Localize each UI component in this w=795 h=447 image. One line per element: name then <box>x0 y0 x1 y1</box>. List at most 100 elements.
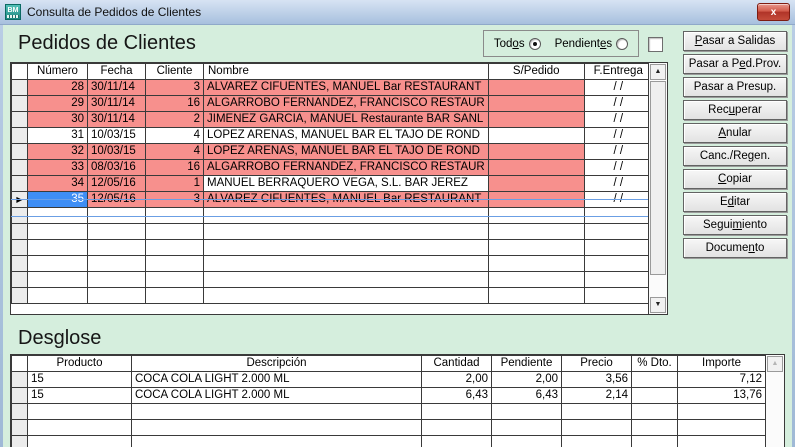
cell-importe[interactable]: 13,76 <box>677 387 766 404</box>
order-row[interactable]: 32 10/03/15 4 LOPEZ ARENAS, MANUEL BAR EL T… <box>11 143 653 160</box>
scroll-up-icon[interactable]: ▲ <box>767 356 783 372</box>
cell-importe[interactable]: 7,12 <box>677 371 766 388</box>
cell-dto[interactable] <box>631 387 678 404</box>
scroll-down-icon[interactable]: ▼ <box>650 297 666 313</box>
cell-cantidad[interactable]: 6,43 <box>421 387 492 404</box>
cell-fecha[interactable]: 30/11/14 <box>87 79 146 96</box>
cell-descripcion[interactable]: COCA COLA LIGHT 2.000 ML <box>131 387 422 404</box>
scrollbar-thumb[interactable] <box>650 81 666 275</box>
empty-cell <box>131 435 422 447</box>
row-gutter[interactable] <box>11 175 28 192</box>
orders-scrollbar[interactable]: ▲ ▼ <box>648 63 667 314</box>
radio-option-pendientes[interactable]: Pendientes <box>555 37 629 50</box>
cell-fentrega[interactable]: / / <box>583 127 653 144</box>
button-canc-regen[interactable]: Canc./Regen. <box>683 146 787 166</box>
desglose-row[interactable]: 15 COCA COLA LIGHT 2.000 ML 6,43 6,43 2,14 13… <box>11 387 766 404</box>
cell-cliente[interactable]: 4 <box>145 127 204 144</box>
desglose-row[interactable]: 15 COCA COLA LIGHT 2.000 ML 2,00 2,00 3,56 7,… <box>11 371 766 388</box>
cell-fecha[interactable]: 12/05/16 <box>87 175 146 192</box>
cell-descripcion[interactable]: COCA COLA LIGHT 2.000 ML <box>131 371 422 388</box>
button-pasar-a-salidas[interactable]: Pasar a Salidas <box>683 31 787 51</box>
row-gutter[interactable] <box>11 143 28 160</box>
cell-precio[interactable]: 3,56 <box>561 371 632 388</box>
empty-cell <box>487 223 585 240</box>
row-gutter[interactable] <box>11 95 28 112</box>
close-button[interactable]: x <box>757 3 790 21</box>
cell-spedido[interactable] <box>487 127 585 144</box>
cell-nombre[interactable]: ALGARROBO FERNANDEZ, FRANCISCO RESTAUR <box>203 159 489 176</box>
button-seguimiento[interactable]: Seguimiento <box>683 215 787 235</box>
cell-fecha[interactable]: 12/05/16 <box>87 191 146 208</box>
cell-spedido[interactable] <box>487 79 585 96</box>
cell-numero[interactable]: 32 <box>27 143 88 160</box>
cell-fentrega[interactable]: / / <box>583 159 653 176</box>
order-row[interactable]: 28 30/11/14 3 ALVAREZ CIFUENTES, MANUEL Bar… <box>11 79 653 96</box>
cell-cliente[interactable]: 16 <box>145 159 204 176</box>
row-gutter[interactable] <box>11 159 28 176</box>
cell-cantidad[interactable]: 2,00 <box>421 371 492 388</box>
order-row[interactable]: 29 30/11/14 16 ALGARROBO FERNANDEZ, FRANCIS… <box>11 95 653 112</box>
cell-fentrega[interactable]: / / <box>583 111 653 128</box>
order-row[interactable]: 31 10/03/15 4 LOPEZ ARENAS, MANUEL BAR EL T… <box>11 127 653 144</box>
order-row[interactable]: 33 08/03/16 16 ALGARROBO FERNANDEZ, FRANCIS… <box>11 159 653 176</box>
cell-fecha[interactable]: 08/03/16 <box>87 159 146 176</box>
cell-fecha[interactable]: 30/11/14 <box>87 111 146 128</box>
button-copiar[interactable]: Copiar <box>683 169 787 189</box>
row-gutter[interactable] <box>11 371 28 388</box>
scroll-up-icon[interactable]: ▲ <box>650 64 666 80</box>
filter-checkbox[interactable] <box>648 37 663 52</box>
button-documento[interactable]: Documento <box>683 238 787 258</box>
cell-fecha[interactable]: 10/03/15 <box>87 127 146 144</box>
cell-numero[interactable]: 33 <box>27 159 88 176</box>
cell-dto[interactable] <box>631 371 678 388</box>
cell-pendiente[interactable]: 2,00 <box>491 371 562 388</box>
cell-spedido[interactable] <box>487 159 585 176</box>
button-editar[interactable]: Editar <box>683 192 787 212</box>
cell-fecha[interactable]: 30/11/14 <box>87 95 146 112</box>
order-row[interactable]: 30 30/11/14 2 JIMENEZ GARCIA, MANUEL Restau… <box>11 111 653 128</box>
cell-precio[interactable]: 2,14 <box>561 387 632 404</box>
button-pasar-a-ped-prov[interactable]: Pasar a Ped.Prov. <box>683 54 787 74</box>
cell-nombre[interactable]: ALVAREZ CIFUENTES, MANUEL Bar RESTAURANT <box>203 79 489 96</box>
row-gutter[interactable] <box>11 111 28 128</box>
cell-fentrega[interactable]: / / <box>583 95 653 112</box>
button-recuperar[interactable]: Recuperar <box>683 100 787 120</box>
cell-pendiente[interactable]: 6,43 <box>491 387 562 404</box>
button-anular[interactable]: Anular <box>683 123 787 143</box>
radio-icon[interactable] <box>528 37 541 50</box>
cell-numero[interactable]: 28 <box>27 79 88 96</box>
row-gutter[interactable] <box>11 79 28 96</box>
cell-fentrega[interactable]: / / <box>583 79 653 96</box>
order-row[interactable]: 34 12/05/16 1 MANUEL BERRAQUERO VEGA, S.L. … <box>11 175 653 192</box>
cell-spedido[interactable] <box>487 95 585 112</box>
cell-producto[interactable]: 15 <box>27 371 132 388</box>
cell-fentrega[interactable]: / / <box>583 175 653 192</box>
cell-spedido[interactable] <box>487 143 585 160</box>
cell-cliente[interactable]: 2 <box>145 111 204 128</box>
cell-numero[interactable]: 34 <box>27 175 88 192</box>
desglose-header-row: Producto Descripción Cantidad Pendiente … <box>11 355 766 372</box>
cell-cliente[interactable]: 4 <box>145 143 204 160</box>
cell-nombre[interactable]: MANUEL BERRAQUERO VEGA, S.L. BAR JEREZ <box>203 175 489 192</box>
cell-cliente[interactable]: 1 <box>145 175 204 192</box>
cell-spedido[interactable] <box>487 111 585 128</box>
cell-numero[interactable]: 29 <box>27 95 88 112</box>
cell-nombre[interactable]: ALGARROBO FERNANDEZ, FRANCISCO RESTAUR <box>203 95 489 112</box>
cell-nombre[interactable]: LOPEZ ARENAS, MANUEL BAR EL TAJO DE ROND <box>203 143 489 160</box>
cell-spedido[interactable] <box>487 175 585 192</box>
cell-producto[interactable]: 15 <box>27 387 132 404</box>
cell-cliente[interactable]: 16 <box>145 95 204 112</box>
cell-fecha[interactable]: 10/03/15 <box>87 143 146 160</box>
button-pasar-a-presup[interactable]: Pasar a Presup. <box>683 77 787 97</box>
cell-cliente[interactable]: 3 <box>145 79 204 96</box>
cell-fentrega[interactable]: / / <box>583 143 653 160</box>
cell-nombre[interactable]: LOPEZ ARENAS, MANUEL BAR EL TAJO DE ROND <box>203 127 489 144</box>
desglose-scrollbar[interactable]: ▲ <box>765 355 784 447</box>
row-gutter[interactable] <box>11 127 28 144</box>
radio-icon[interactable] <box>616 37 629 50</box>
row-gutter[interactable] <box>11 387 28 404</box>
cell-nombre[interactable]: JIMENEZ GARCIA, MANUEL Restaurante BAR S… <box>203 111 489 128</box>
radio-option-todos[interactable]: Todos <box>494 37 541 50</box>
cell-numero[interactable]: 30 <box>27 111 88 128</box>
cell-numero[interactable]: 31 <box>27 127 88 144</box>
